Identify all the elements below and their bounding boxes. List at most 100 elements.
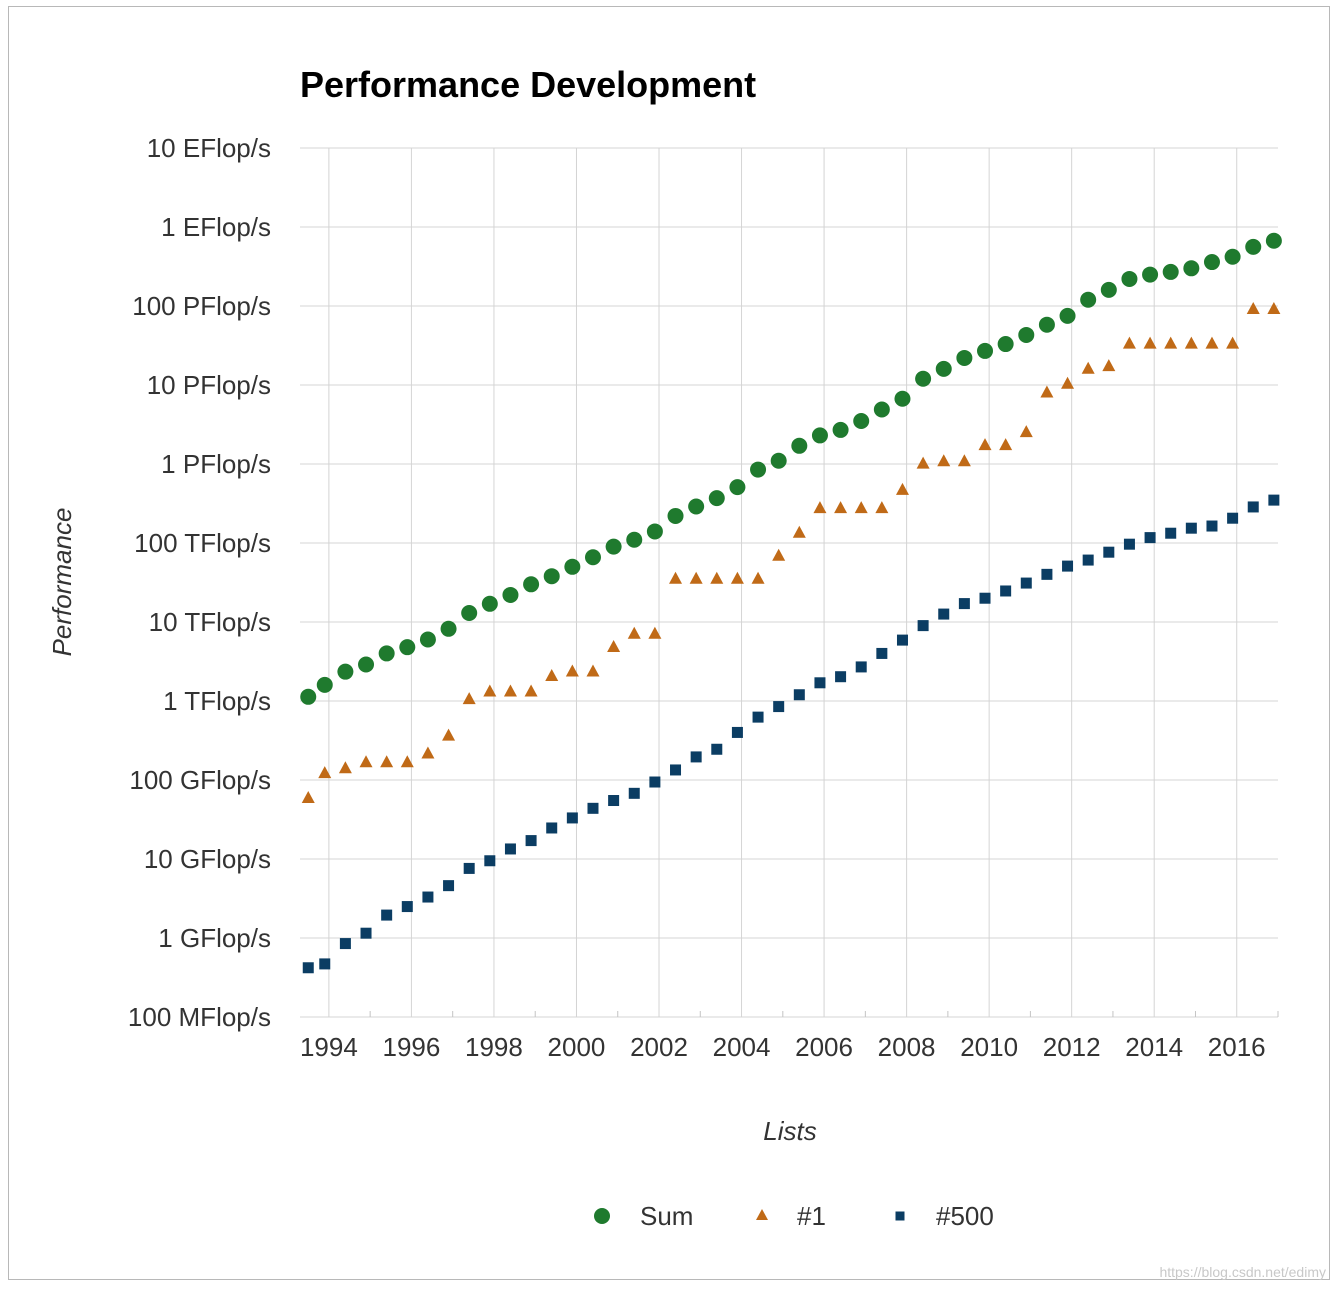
square-point [1082, 554, 1094, 566]
square-point [1103, 546, 1115, 558]
legend-item: #500 [895, 1201, 994, 1231]
circle-point [358, 656, 375, 673]
x-tick-label: 2006 [795, 1032, 853, 1062]
circle-point [502, 586, 519, 603]
x-axis-label: Lists [763, 1116, 816, 1146]
square-point [1185, 522, 1197, 534]
circle-point [1224, 248, 1241, 265]
legend: Sum #1 #500 [594, 1201, 994, 1231]
square-point [360, 927, 372, 939]
triangle-point [792, 525, 806, 538]
square-point [773, 701, 785, 713]
triangle-point [607, 639, 621, 652]
circle-point [440, 620, 457, 637]
circle-point [337, 663, 354, 680]
square-point [1123, 538, 1135, 550]
triangle-point [1246, 301, 1260, 314]
circle-point [915, 370, 932, 387]
square-point [731, 726, 743, 738]
circle-point [770, 452, 787, 469]
triangle-point [627, 626, 641, 639]
triangle-point [380, 755, 394, 768]
square-point [566, 812, 578, 824]
square-point [1165, 527, 1177, 539]
circle-point [1121, 270, 1138, 287]
triangle-point [442, 728, 456, 741]
circle-point [1265, 232, 1282, 249]
circle-point [605, 538, 622, 555]
circle-point [873, 401, 890, 418]
square-point [1268, 494, 1280, 506]
square-point [711, 743, 723, 755]
square-point [1227, 512, 1239, 524]
triangle-point [669, 571, 683, 584]
square-point [1020, 577, 1032, 589]
square-point [896, 634, 908, 646]
triangle-point [524, 684, 538, 697]
triangle-point [1143, 336, 1157, 349]
y-tick-label: 100 MFlop/s [128, 1002, 271, 1032]
triangle-point [875, 501, 889, 514]
circle-point [300, 688, 317, 705]
y-tick-label: 10 EFlop/s [147, 133, 271, 163]
circle-point [997, 336, 1014, 353]
circle-point [626, 531, 643, 548]
legend-square-icon [895, 1211, 905, 1221]
triangle-point [483, 684, 497, 697]
square-point [608, 795, 620, 807]
series-sum [300, 232, 1282, 705]
triangle-point [834, 501, 848, 514]
legend-circle-icon [594, 1208, 610, 1224]
circle-point [1142, 266, 1159, 283]
triangle-point [338, 761, 352, 774]
square-point [649, 776, 661, 788]
square-point [546, 822, 558, 834]
circle-point [564, 558, 581, 575]
circle-point [646, 523, 663, 540]
square-point [938, 608, 950, 620]
square-point [1041, 568, 1053, 580]
square-point [1247, 501, 1259, 513]
x-tick-label: 2010 [960, 1032, 1018, 1062]
square-point [855, 661, 867, 673]
circle-point [935, 360, 952, 377]
square-point [1144, 532, 1156, 544]
series-rank-500 [302, 494, 1280, 974]
triangle-point [916, 456, 930, 469]
square-point [793, 689, 805, 701]
y-tick-label: 100 TFlop/s [134, 528, 271, 558]
circle-point [316, 676, 333, 693]
triangle-point [895, 482, 909, 495]
square-point [814, 677, 826, 689]
y-tick-label: 1 EFlop/s [161, 212, 271, 242]
circle-point [1038, 316, 1055, 333]
triangle-point [462, 692, 476, 705]
triangle-point [586, 664, 600, 677]
circle-point [584, 549, 601, 566]
triangle-point [710, 571, 724, 584]
triangle-point [1040, 385, 1054, 398]
triangle-point [648, 626, 662, 639]
grid [300, 147, 1278, 1018]
y-tick-label: 10 TFlop/s [149, 607, 271, 637]
legend-label: #500 [936, 1201, 994, 1231]
circle-point [1018, 326, 1035, 343]
circle-point [956, 349, 973, 366]
square-point [690, 751, 702, 763]
square-point [628, 787, 640, 799]
legend-triangle-icon [756, 1209, 768, 1220]
x-tick-label: 2000 [548, 1032, 606, 1062]
x-tick-labels: 1994 1996 1998 2000 2002 2004 2006 2008 2010 2012… [300, 1032, 1266, 1062]
legend-item: #1 [756, 1201, 826, 1231]
series-layer [300, 232, 1282, 974]
y-tick-label: 10 PFlop/s [147, 370, 271, 400]
square-point [876, 647, 888, 659]
square-point [422, 891, 434, 903]
circle-point [1245, 238, 1262, 255]
circle-point [481, 595, 498, 612]
circle-point [523, 576, 540, 593]
square-point [525, 835, 537, 847]
circle-point [853, 413, 870, 430]
y-tick-labels: 10 EFlop/s 1 EFlop/s 100 PFlop/s 10 PFlop/s… [128, 133, 271, 1032]
